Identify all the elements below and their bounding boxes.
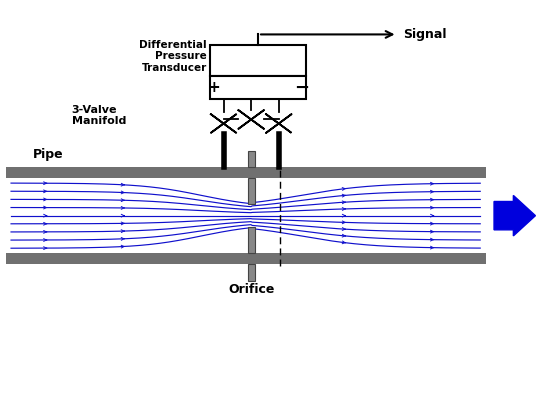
Bar <box>247 264 255 281</box>
Bar <box>6 167 486 178</box>
Text: Pipe: Pipe <box>33 148 63 161</box>
Bar <box>247 151 255 167</box>
Bar <box>210 76 306 99</box>
Text: Differential
Pressure
Transducer: Differential Pressure Transducer <box>139 40 207 73</box>
Text: 3-Valve
Manifold: 3-Valve Manifold <box>72 104 126 126</box>
Bar <box>6 253 486 264</box>
Bar <box>210 45 306 76</box>
Text: Orifice: Orifice <box>228 283 274 296</box>
Bar <box>247 178 255 204</box>
Bar <box>247 227 255 253</box>
FancyArrow shape <box>494 195 535 236</box>
Text: Signal: Signal <box>403 28 447 41</box>
Text: −: − <box>294 79 310 97</box>
Text: +: + <box>208 80 221 95</box>
